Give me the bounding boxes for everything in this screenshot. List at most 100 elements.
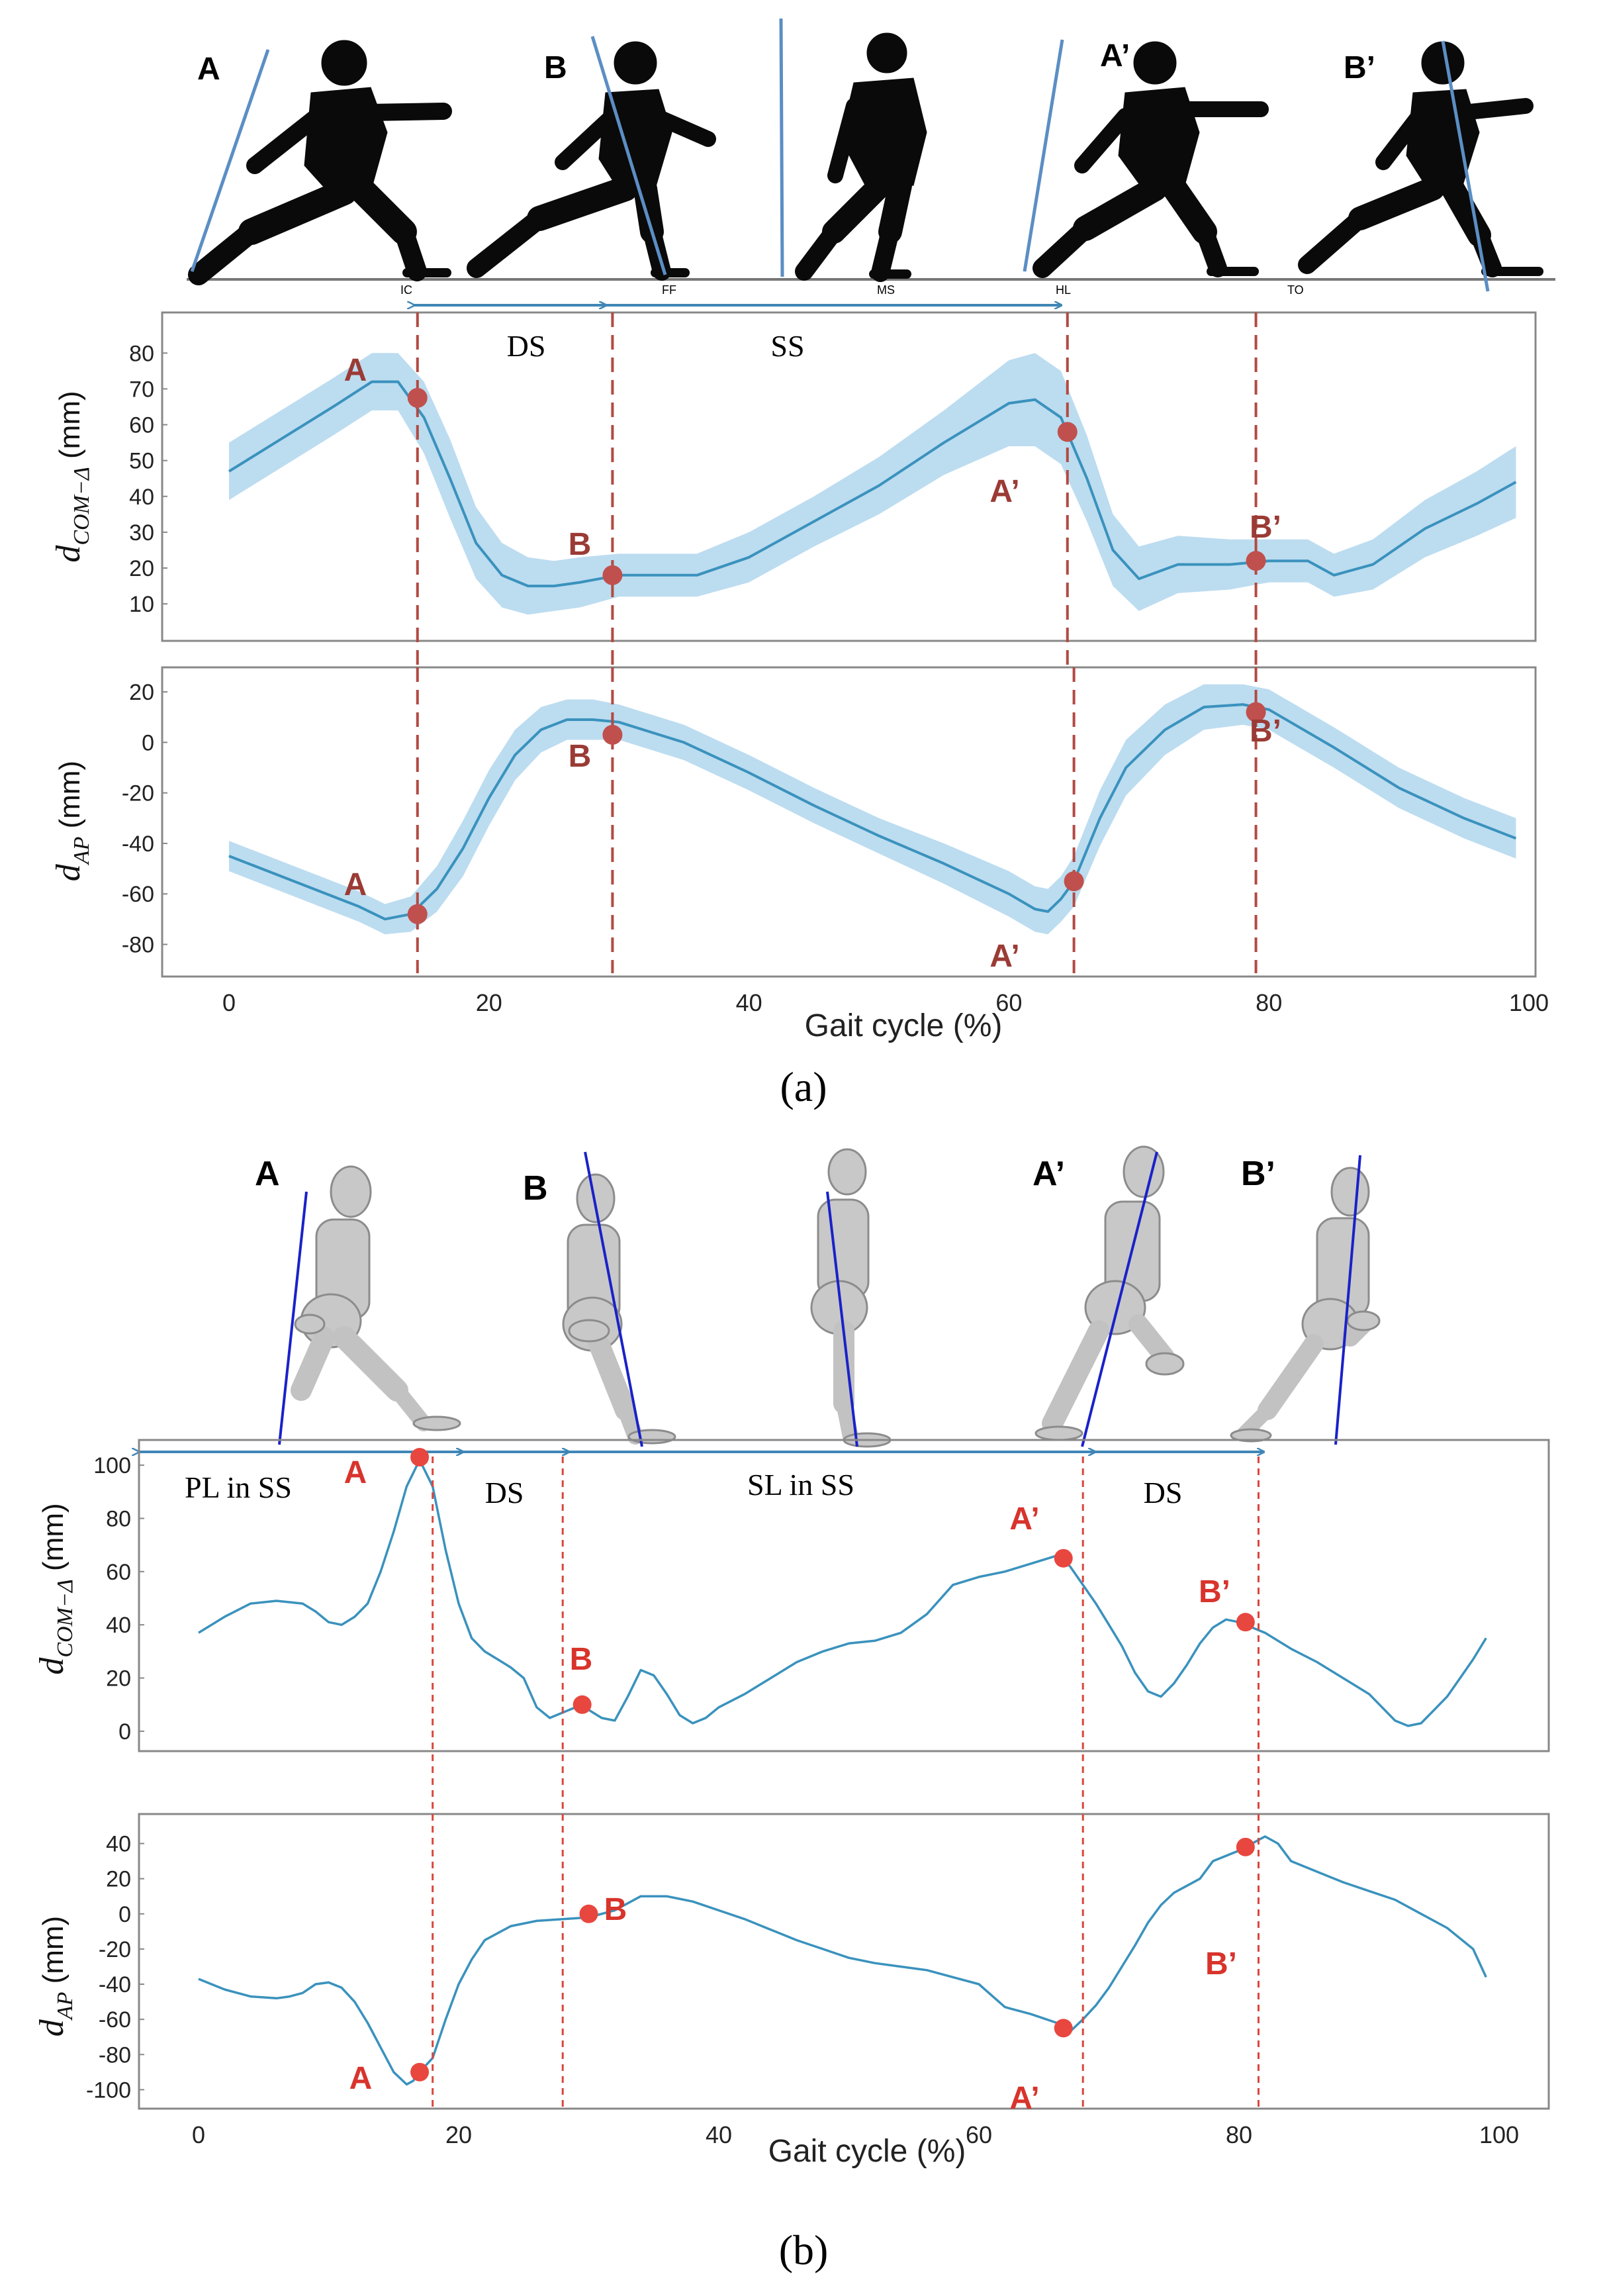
- pose-label-b-prime: B’: [1344, 50, 1375, 85]
- y-tick-label: -60: [122, 882, 154, 907]
- event-point-label: A: [344, 1455, 367, 1490]
- body-line-b: [590, 36, 667, 275]
- y-tick-label: -60: [99, 2007, 131, 2033]
- event-point-label: A: [344, 867, 367, 902]
- sl-ss-label: SL in SS: [747, 1468, 854, 1502]
- y-tick-label: 20: [106, 1867, 131, 1892]
- mannequin-label-b: B: [523, 1169, 548, 1208]
- chart-b-ap: 40 20 0 -20 -40 -60 -80 -100 0 20 40 60 80 100 Gait cy…: [33, 1813, 1550, 2169]
- mannequin-label-a-prime: A’: [1033, 1155, 1065, 1193]
- pose-label-a: A: [197, 52, 220, 87]
- event-point-label: B: [604, 1892, 627, 1927]
- plot-frame: [138, 1439, 1550, 1752]
- body-line-b-prime: [1441, 40, 1490, 292]
- event-point-label: B’: [1250, 510, 1281, 545]
- silhouette-pose-b-prime: [1298, 41, 1543, 277]
- y-tick-label: 50: [129, 449, 154, 474]
- y-tick-label: 60: [129, 413, 154, 438]
- y-tick-label: 10: [129, 592, 154, 617]
- event-point: [1236, 1613, 1255, 1632]
- ds1-label: DS: [485, 1476, 524, 1509]
- y-tick-label: 60: [106, 1560, 131, 1585]
- event-point: [1246, 551, 1266, 571]
- event-point: [1246, 702, 1266, 722]
- body-line-a: [190, 49, 270, 272]
- mannequin-label-a: A: [255, 1155, 280, 1193]
- y-axis-label: dAP (mm): [33, 1916, 77, 2036]
- event-point: [407, 904, 428, 924]
- caption-b: (b): [779, 2226, 829, 2273]
- phase-to: TO: [1287, 283, 1304, 297]
- x-tick-label: 0: [192, 2121, 205, 2148]
- event-point: [1057, 422, 1078, 442]
- mannequin-pose-b-prime: [1230, 1167, 1381, 1443]
- x-axis-label: Gait cycle (%): [768, 2134, 966, 2169]
- series-line: [228, 380, 1517, 588]
- x-tick-label: 100: [1509, 989, 1549, 1016]
- silhouette-midstance: [795, 32, 927, 282]
- event-point: [1236, 1837, 1255, 1856]
- y-tick-label: 20: [106, 1666, 131, 1692]
- y-axis-label: dAP (mm): [50, 761, 94, 881]
- x-tick-label: 80: [1226, 2121, 1252, 2148]
- phase-ms: MS: [877, 283, 895, 297]
- body-line-b-a: [278, 1191, 308, 1445]
- x-tick-label: 20: [476, 989, 502, 1016]
- x-tick-label: 40: [736, 989, 762, 1016]
- body-line-b-a-prime: [1081, 1151, 1158, 1447]
- event-point-label: B’: [1205, 1946, 1237, 1982]
- event-point-label: B’: [1250, 714, 1281, 749]
- body-line-b-b: [584, 1151, 643, 1447]
- y-tick-label: -80: [99, 2042, 131, 2068]
- event-point-label: A: [349, 2061, 373, 2096]
- event-point: [573, 1695, 592, 1714]
- plot-frame: [161, 666, 1537, 978]
- y-tick-label: -20: [122, 781, 154, 806]
- mannequin-label-b-prime: B’: [1241, 1155, 1275, 1193]
- event-point: [602, 724, 623, 745]
- mannequin-pose-a: [291, 1165, 461, 1431]
- silhouette-pose-b: [467, 41, 716, 281]
- y-tick-label: 0: [118, 1902, 131, 1927]
- event-point-label: B: [569, 527, 592, 562]
- y-tick-label: 0: [142, 730, 154, 755]
- phase-ff: FF: [662, 283, 676, 297]
- event-point: [1064, 871, 1084, 892]
- mannequin-figures: A B: [255, 1145, 1381, 1448]
- chart-b-com: 0 20 40 60 80 100 dCOM−Δ (mm) A B A’ B’: [33, 1439, 1550, 1814]
- y-tick-label: -40: [99, 1972, 131, 1997]
- x-tick-label: 60: [966, 2121, 992, 2148]
- x-tick-label: 0: [222, 989, 236, 1016]
- event-point-label: B: [570, 1642, 593, 1677]
- event-point-label: A’: [1009, 1502, 1039, 1537]
- mannequin-pose-b: [562, 1173, 676, 1445]
- event-point: [602, 565, 623, 585]
- x-tick-label: 40: [706, 2121, 732, 2148]
- ds2-label: DS: [1144, 1476, 1183, 1509]
- y-tick-label: -80: [122, 932, 154, 957]
- event-point-label: B’: [1199, 1574, 1230, 1609]
- plot-frame: [138, 1813, 1550, 2110]
- x-tick-label: 20: [445, 2121, 472, 2148]
- silhouette-pose-a-prime: [1033, 41, 1269, 278]
- event-point-label: A’: [1009, 2081, 1039, 2116]
- event-point: [579, 1904, 598, 1923]
- caption-a: (a): [780, 1063, 827, 1110]
- x-tick-label: 80: [1256, 989, 1282, 1016]
- body-line-a-prime: [1023, 39, 1064, 272]
- y-tick-label: 80: [129, 341, 154, 366]
- phase-arrows-b: PL in SS DS SL in SS DS: [139, 1452, 1264, 1509]
- event-point-label: B: [569, 739, 592, 774]
- pl-ss-label: PL in SS: [185, 1470, 292, 1504]
- event-point-label: A’: [989, 939, 1019, 974]
- series-line: [198, 1835, 1487, 2086]
- y-tick-label: 70: [129, 377, 154, 402]
- y-axis-label: dCOM−Δ (mm): [50, 391, 94, 562]
- event-point-label: A’: [989, 474, 1019, 509]
- y-tick-label: 20: [129, 680, 154, 705]
- chart-a-ap: 20 0 -20 -40 -60 -80 0 20 40 60 80 100 Gait cycle (%…: [50, 666, 1549, 1043]
- x-axis-label: Gait cycle (%): [805, 1008, 1003, 1043]
- y-tick-label: 40: [106, 1832, 131, 1857]
- event-point: [407, 387, 428, 408]
